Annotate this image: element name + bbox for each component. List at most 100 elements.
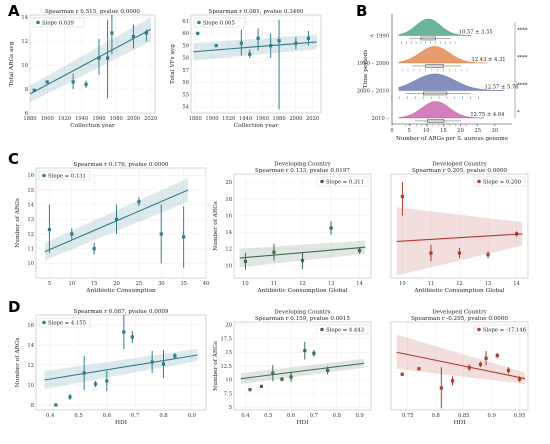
data-point bbox=[269, 44, 273, 48]
significance-stars: **** bbox=[517, 27, 528, 33]
data-point bbox=[196, 31, 200, 35]
data-point bbox=[518, 377, 522, 381]
x-tick-label: 1880 bbox=[23, 116, 36, 122]
data-point bbox=[68, 395, 72, 399]
y-tick-label: 10 bbox=[27, 261, 34, 267]
violin-group: 1990 – 2000 12.43 ± 4.31 **** bbox=[357, 46, 528, 72]
data-point bbox=[159, 232, 163, 236]
group-label: 2010 – bbox=[372, 116, 390, 122]
data-point bbox=[97, 56, 101, 60]
x-tick-label: 30 bbox=[158, 281, 165, 287]
data-point bbox=[306, 36, 311, 40]
x-axis-label: HDI bbox=[297, 420, 309, 426]
data-point bbox=[161, 362, 166, 366]
data-point bbox=[122, 330, 126, 334]
legend-box bbox=[38, 317, 91, 328]
y-axis-label: Number of ARGs bbox=[213, 201, 219, 251]
x-axis-label: Number of ARGs per S. aureus genome bbox=[396, 136, 509, 142]
data-point bbox=[47, 228, 52, 232]
data-point bbox=[300, 258, 305, 263]
mean-sd-label: 12.75 ± 4.04 bbox=[470, 112, 505, 118]
data-point bbox=[54, 403, 58, 407]
legend-box bbox=[316, 176, 369, 187]
y-tick-label: 16 bbox=[27, 323, 34, 329]
y-axis-label: Total ARGs avg bbox=[9, 41, 15, 86]
y-tick-label: 8 bbox=[25, 87, 28, 93]
x-tick-label: 0 bbox=[390, 128, 393, 134]
panel-letter-d: D bbox=[8, 298, 21, 316]
chart-title: Spearman r 0.159, pvalue 0.0015 bbox=[255, 316, 350, 322]
y-tick-label: 17.5 bbox=[220, 336, 232, 342]
x-axis-label: Collection year bbox=[234, 123, 279, 129]
y-tick-label: 13 bbox=[27, 217, 34, 223]
data-point bbox=[457, 251, 462, 255]
data-point bbox=[70, 232, 74, 236]
x-tick-label: 30 bbox=[492, 128, 499, 134]
x-tick-label: 1920 bbox=[58, 116, 71, 122]
chart-a1: 1880 1900 1920 1940 1960 1980 2000 2020 6 8 10 12 14… bbox=[9, 9, 157, 129]
legend-marker bbox=[320, 327, 324, 332]
significance-stars: **** bbox=[517, 82, 528, 88]
half-violin bbox=[398, 18, 471, 36]
y-tick-label: 6 bbox=[25, 111, 28, 117]
confidence-band bbox=[44, 349, 198, 389]
data-point bbox=[105, 379, 109, 383]
y-tick-label: 5 bbox=[229, 405, 232, 411]
y-tick-label: 15 bbox=[27, 188, 34, 194]
y-axis-label: Number of ARGs bbox=[213, 341, 219, 391]
data-point bbox=[400, 194, 405, 199]
chart-title: Spearman r 0.081, pvalue 0.3460 bbox=[209, 9, 304, 15]
plot-frame bbox=[35, 167, 207, 279]
confidence-band bbox=[30, 17, 151, 103]
y-tick-label: 14 bbox=[21, 15, 28, 21]
chart-title: Developing Country bbox=[274, 310, 332, 316]
data-point bbox=[84, 82, 88, 86]
x-tick-label: 10 bbox=[68, 281, 75, 287]
y-tick-label: 15 bbox=[225, 350, 232, 356]
mean-sd-label: 12.57 ± 5.76 bbox=[484, 84, 518, 90]
x-tick-label: 1940 bbox=[75, 116, 88, 122]
legend-label: Slope 0.039 bbox=[42, 21, 75, 27]
x-tick-label: 12 bbox=[299, 281, 306, 287]
data-point bbox=[92, 247, 96, 251]
y-tick-label: 59 bbox=[182, 43, 189, 49]
y-tick-label: 16 bbox=[225, 213, 232, 219]
half-violin bbox=[398, 101, 485, 119]
violin-group: 2000 – 2010 12.57 ± 5.76**** bbox=[357, 73, 528, 99]
y-tick-label: 10 bbox=[225, 378, 232, 384]
data-point bbox=[248, 52, 252, 56]
data-point bbox=[326, 368, 330, 372]
chart-c2: 10 11 12 13 14 10 12 14 16 18 20 Slope = 0.311 Devel… bbox=[213, 162, 372, 294]
y-tick-label: 14 bbox=[27, 202, 34, 208]
legend-box bbox=[32, 17, 85, 28]
x-tick-label: 0.4 bbox=[46, 413, 55, 419]
x-tick-label: 1880 bbox=[189, 116, 202, 122]
y-tick-label: 60 bbox=[182, 31, 189, 37]
chart-title: Spearman r 0.133, pvalue 0.0197 bbox=[255, 168, 350, 174]
data-point bbox=[182, 235, 186, 239]
regression-line bbox=[44, 354, 198, 381]
chart-d1: 0.4 0.5 0.6 0.7 0.8 0.9 8 10 12 14 16 Slope = 4.155… bbox=[15, 309, 207, 426]
data-point bbox=[277, 39, 281, 43]
x-tick-label: 12 bbox=[456, 281, 463, 287]
x-tick-label: 11 bbox=[271, 281, 278, 287]
legend-marker bbox=[477, 179, 481, 184]
x-tick-label: 35 bbox=[180, 281, 187, 287]
x-tick-label: 0.4 bbox=[241, 413, 250, 419]
chart-d2: 0.4 0.5 0.6 0.7 0.8 0.9 5 7.5 10 12.5 15 17.5 20 Slop… bbox=[213, 310, 372, 426]
group-label: 2000 – 2010 bbox=[357, 88, 389, 94]
y-tick-label: 14 bbox=[27, 343, 34, 349]
regression-line bbox=[396, 351, 526, 380]
y-tick-label: 12 bbox=[27, 363, 34, 369]
data-point bbox=[450, 379, 455, 383]
plot-frame bbox=[190, 14, 322, 114]
x-tick-label: 5 bbox=[407, 128, 410, 134]
x-tick-label: 0.95 bbox=[514, 413, 526, 419]
legend-label: Slope = 4.155 bbox=[48, 321, 86, 327]
y-tick-label: 10 bbox=[27, 383, 34, 389]
y-tick-label: 61 bbox=[182, 19, 189, 25]
x-tick-label: 0.7 bbox=[310, 413, 318, 419]
data-point bbox=[312, 351, 316, 355]
data-point bbox=[144, 31, 148, 35]
y-axis-label: Time periods bbox=[363, 50, 369, 88]
